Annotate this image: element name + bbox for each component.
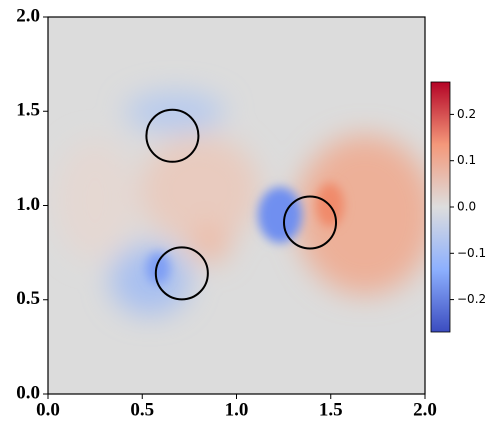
x-tick-label: 1.5 [319, 399, 343, 420]
colorbar-tick-label: 0.2 [457, 107, 476, 121]
colorbar [430, 81, 451, 333]
colorbar-tick-label: −0.1 [457, 246, 486, 260]
y-tick-label: 0.5 [16, 288, 40, 309]
x-tick-label: 1.0 [225, 399, 249, 420]
x-tick-label: 0.5 [130, 399, 154, 420]
cylinder [283, 195, 338, 250]
colorbar-tick-label: 0.1 [457, 153, 476, 167]
colorbar-tick-label: 0.0 [457, 200, 476, 214]
y-tick-label: 1.0 [16, 194, 40, 215]
cylinder [145, 108, 200, 163]
x-tick-label: 2.0 [413, 399, 437, 420]
cylinder [154, 246, 209, 301]
y-tick-label: 0.0 [16, 382, 40, 403]
x-tick-label: 0.0 [36, 399, 60, 420]
y-tick-label: 2.0 [16, 5, 40, 26]
y-tick-label: 1.5 [16, 100, 40, 121]
field [48, 17, 425, 394]
colorbar-tick-label: −0.2 [457, 292, 486, 306]
